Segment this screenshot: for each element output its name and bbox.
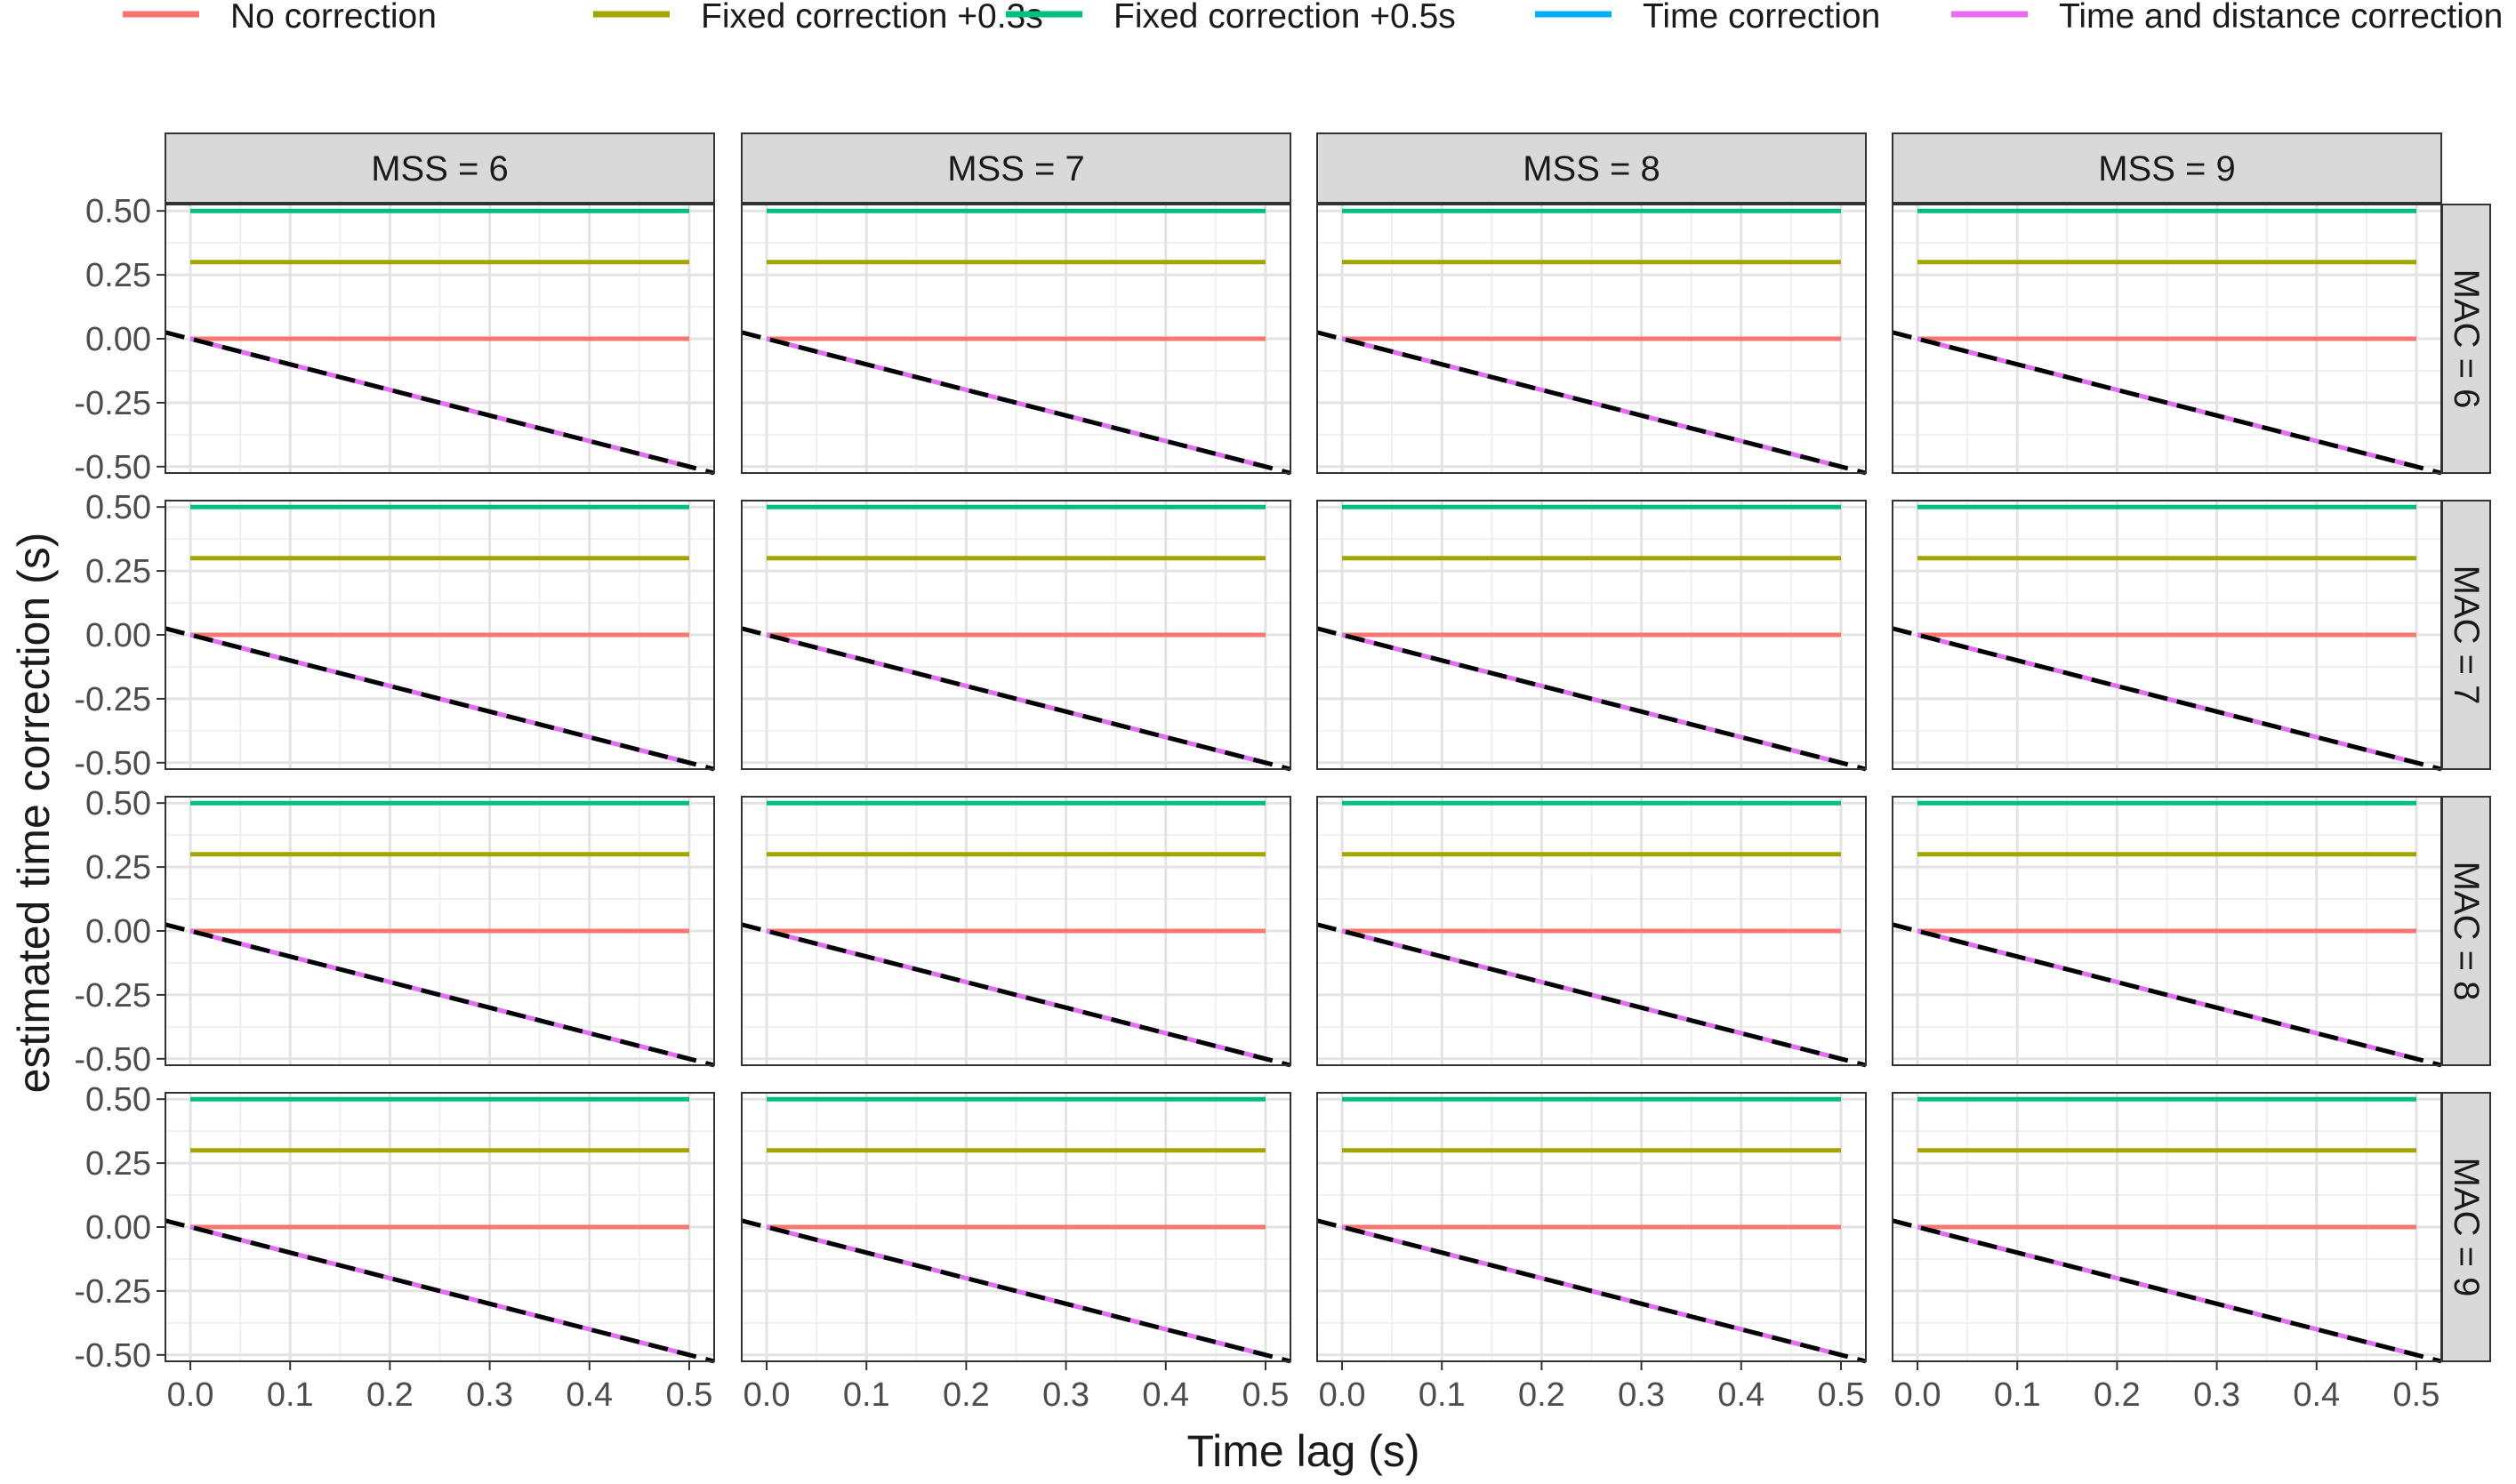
facet-strip-col-label-3: MSS = 8 <box>1523 149 1660 189</box>
legend-label-4: Time correction <box>1643 0 1880 36</box>
reference-line-r2-c3 <box>1316 626 1867 772</box>
panel-border-r2-c3 <box>1316 500 1867 770</box>
x-tick-label-c1-3: 0.3 <box>466 1376 513 1414</box>
facet-strip-col-label-2: MSS = 7 <box>947 149 1085 189</box>
x-tick-label-c4-5: 0.5 <box>2393 1376 2440 1414</box>
facet-strip-col-3 <box>1316 132 1867 204</box>
panel-border-r2-c4 <box>1892 500 2442 770</box>
facet-strip-col-1 <box>165 132 715 204</box>
y-tick-label-r1-3: -0.25 <box>74 385 151 422</box>
panel-border-r2-c2 <box>741 500 1291 770</box>
reference-line-r3-c3 <box>1316 922 1867 1068</box>
y-tick-label-r2-4: -0.50 <box>74 745 151 782</box>
y-tick-label-r1-0: 0.50 <box>85 193 151 230</box>
y-tick-label-r4-4: -0.50 <box>74 1337 151 1375</box>
y-tick-label-r1-4: -0.50 <box>74 449 151 486</box>
panel-border-r3-c2 <box>741 796 1291 1066</box>
facet-strip-row-1 <box>2441 204 2491 474</box>
y-tick-label-r4-0: 0.50 <box>85 1081 151 1119</box>
x-tick-label-c3-0: 0.0 <box>1319 1376 1366 1414</box>
x-tick-label-c4-2: 0.2 <box>2094 1376 2141 1414</box>
x-tick-label-c1-1: 0.1 <box>267 1376 314 1414</box>
x-tick-label-c3-5: 0.5 <box>1818 1376 1865 1414</box>
facet-strip-row-4 <box>2441 1092 2491 1362</box>
reference-line-r2-c4 <box>1892 626 2442 772</box>
y-tick-label-r4-2: 0.00 <box>85 1209 151 1247</box>
x-tick-label-c3-4: 0.4 <box>1717 1376 1764 1414</box>
x-tick-label-c3-1: 0.1 <box>1419 1376 1466 1414</box>
x-tick-label-c1-2: 0.2 <box>366 1376 414 1414</box>
x-tick-label-c2-5: 0.5 <box>1242 1376 1290 1414</box>
x-tick-label-c4-1: 0.1 <box>1994 1376 2041 1414</box>
x-tick-label-c3-2: 0.2 <box>1518 1376 1565 1414</box>
reference-line-r4-c1 <box>165 1218 715 1364</box>
reference-line-r2-c2 <box>741 626 1291 772</box>
reference-line-r1-c4 <box>1892 330 2442 476</box>
facet-strip-col-2 <box>741 132 1291 204</box>
y-tick-label-r3-2: 0.00 <box>85 913 151 951</box>
x-tick-label-c3-3: 0.3 <box>1618 1376 1665 1414</box>
panel-border-r3-c3 <box>1316 796 1867 1066</box>
legend-label-1: No correction <box>230 0 437 36</box>
facet-strip-row-3 <box>2441 796 2491 1066</box>
facet-strip-col-label-4: MSS = 9 <box>2098 149 2236 189</box>
facet-strip-row-label-3: MAC = 8 <box>2447 862 2486 1001</box>
y-tick-label-r3-1: 0.25 <box>85 849 151 886</box>
y-axis-title: estimated time correction (s) <box>9 533 59 1094</box>
x-tick-label-c2-0: 0.0 <box>744 1376 791 1414</box>
facet-strip-row-2 <box>2441 500 2491 770</box>
x-axis-title: Time lag (s) <box>1186 1426 1419 1476</box>
reference-line-r1-c1 <box>165 330 715 476</box>
reference-line-r2-c1 <box>165 626 715 772</box>
reference-line-r4-c2 <box>741 1218 1291 1364</box>
x-tick-label-c4-0: 0.0 <box>1894 1376 1941 1414</box>
x-tick-label-c2-2: 0.2 <box>943 1376 990 1414</box>
reference-line-r1-c3 <box>1316 330 1867 476</box>
facet-strip-col-label-1: MSS = 6 <box>371 149 509 189</box>
panel-border-r3-c4 <box>1892 796 2442 1066</box>
panel-border-r4-c3 <box>1316 1092 1867 1362</box>
y-tick-label-r4-3: -0.25 <box>74 1273 151 1311</box>
reference-line-r4-c4 <box>1892 1218 2442 1364</box>
y-tick-label-r4-1: 0.25 <box>85 1145 151 1183</box>
legend-label-5: Time and distance correction <box>2059 0 2503 36</box>
panel-border-r1-c2 <box>741 204 1291 474</box>
reference-line-r3-c1 <box>165 922 715 1068</box>
y-tick-label-r2-0: 0.50 <box>85 489 151 526</box>
panel-border-r4-c2 <box>741 1092 1291 1362</box>
y-tick-label-r1-1: 0.25 <box>85 257 151 294</box>
y-tick-label-r2-3: -0.25 <box>74 681 151 718</box>
panel-border-r4-c4 <box>1892 1092 2442 1362</box>
reference-line-r3-c4 <box>1892 922 2442 1068</box>
x-tick-label-c2-3: 0.3 <box>1042 1376 1089 1414</box>
x-tick-label-c1-4: 0.4 <box>566 1376 613 1414</box>
x-tick-label-c1-5: 0.5 <box>666 1376 713 1414</box>
reference-line-r3-c2 <box>741 922 1291 1068</box>
panel-border-r1-c4 <box>1892 204 2442 474</box>
y-tick-label-r1-2: 0.00 <box>85 321 151 358</box>
y-tick-label-r3-3: -0.25 <box>74 977 151 1015</box>
x-tick-label-c4-3: 0.3 <box>2193 1376 2240 1414</box>
reference-line-r1-c2 <box>741 330 1291 476</box>
x-tick-label-c4-4: 0.4 <box>2293 1376 2340 1414</box>
reference-line-r4-c3 <box>1316 1218 1867 1364</box>
legend-label-3: Fixed correction +0.5s <box>1113 0 1456 36</box>
panel-border-r1-c3 <box>1316 204 1867 474</box>
facet-strip-row-label-4: MAC = 9 <box>2447 1158 2486 1297</box>
facet-strip-col-4 <box>1892 132 2442 204</box>
y-tick-label-r2-1: 0.25 <box>85 553 151 590</box>
x-tick-label-c2-1: 0.1 <box>843 1376 890 1414</box>
x-tick-label-c2-4: 0.4 <box>1142 1376 1189 1414</box>
y-tick-label-r3-0: 0.50 <box>85 785 151 822</box>
legend-label-2: Fixed correction +0.3s <box>701 0 1043 36</box>
y-tick-label-r2-2: 0.00 <box>85 617 151 654</box>
facet-strip-row-label-2: MAC = 7 <box>2447 566 2486 705</box>
x-tick-label-c1-0: 0.0 <box>167 1376 214 1414</box>
facet-strip-row-label-1: MAC = 6 <box>2447 269 2486 409</box>
y-tick-label-r3-4: -0.50 <box>74 1041 151 1079</box>
